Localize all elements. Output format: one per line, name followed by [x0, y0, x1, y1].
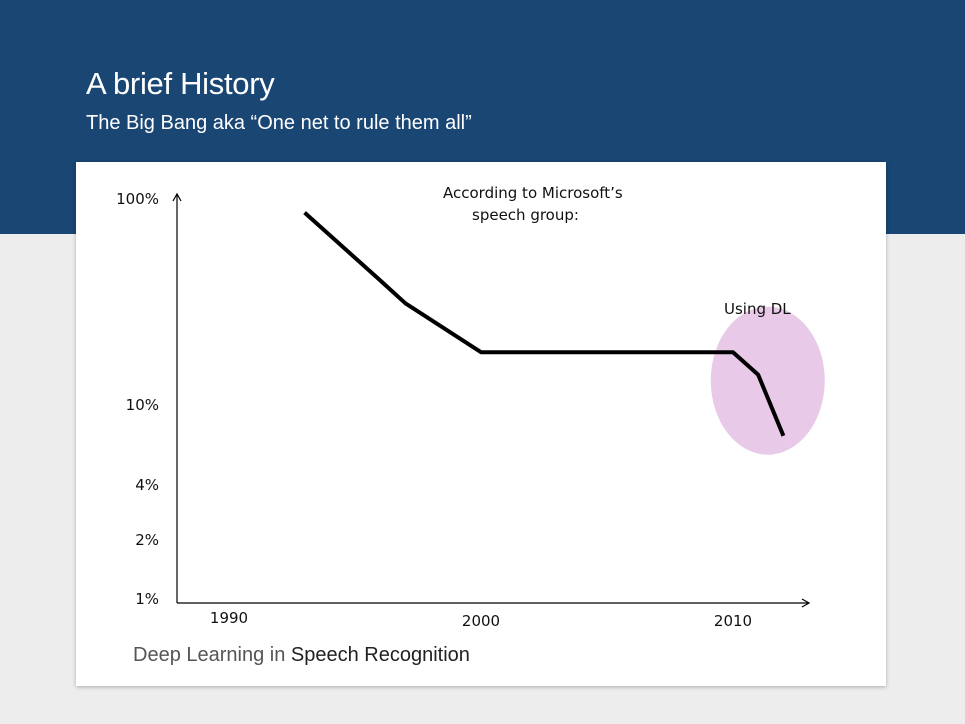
y-tick-label: 1% — [135, 590, 159, 608]
y-tick-label: 100% — [116, 190, 159, 208]
annotation-using-dl: Using DL — [724, 300, 791, 318]
y-tick-label: 4% — [135, 476, 159, 494]
x-tick-label: 1990 — [210, 609, 248, 627]
slide-subtitle: The Big Bang aka “One net to rule them a… — [86, 112, 472, 134]
annotation-microsoft-line1: According to Microsoft’s — [443, 184, 623, 202]
chart-card: 1% 2% 4% 10% 100% 1990 2000 2010 According to Mi… — [76, 162, 886, 686]
y-tick-label: 10% — [126, 396, 159, 414]
highlight-ellipse — [710, 306, 825, 455]
caption-prefix: Deep Learning in — [133, 644, 291, 666]
annotation-microsoft-line2: speech group: — [472, 206, 579, 224]
slide-caption: Deep Learning in Speech Recognition — [133, 644, 470, 667]
x-tick-label: 2010 — [714, 612, 752, 630]
y-axis-arrow — [172, 192, 182, 202]
x-tick-label: 2000 — [462, 612, 500, 630]
y-tick-label: 2% — [135, 531, 159, 549]
x-axis-arrow — [801, 598, 811, 608]
caption-emphasis: Speech Recognition — [290, 644, 470, 666]
speech-error-chart: 1% 2% 4% 10% 100% 1990 2000 2010 According to Mi… — [116, 184, 825, 630]
series-line — [303, 211, 786, 437]
slide-title: A brief History — [86, 66, 275, 101]
